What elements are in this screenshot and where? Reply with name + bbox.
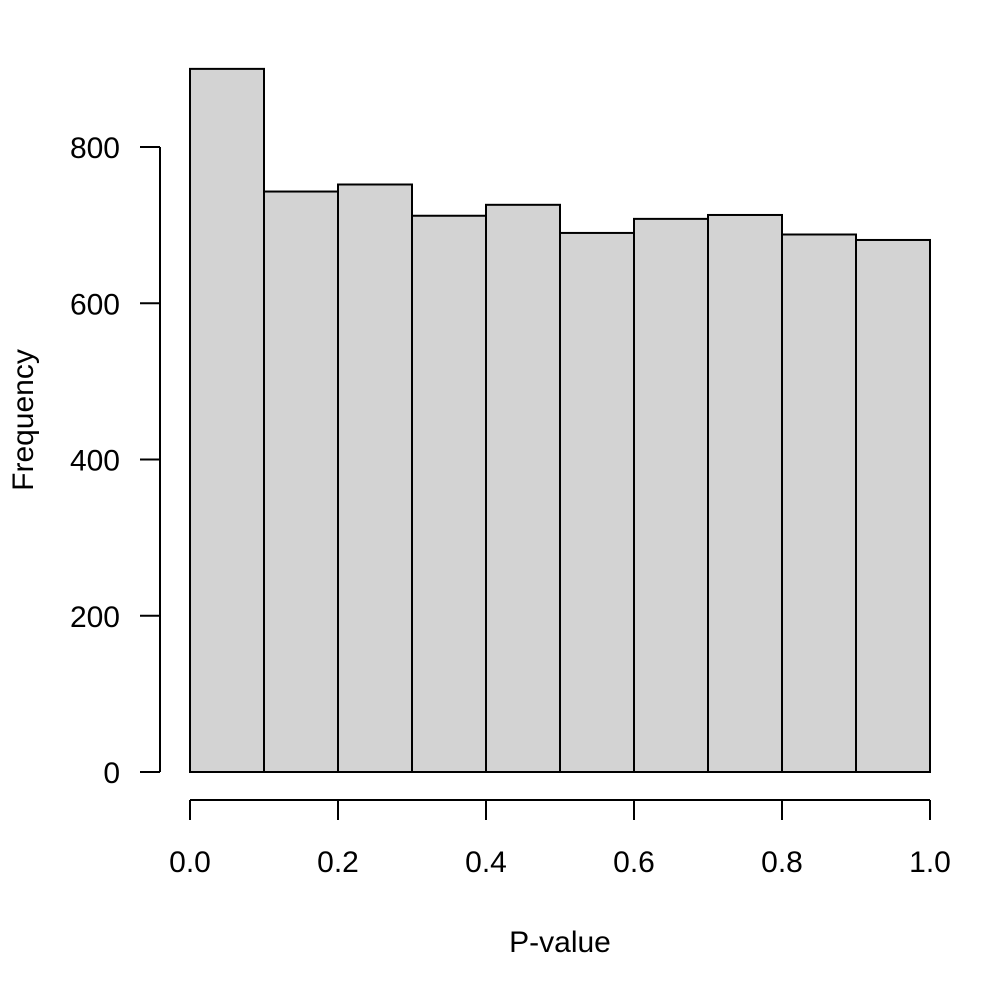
x-tick-label-0: 0.0: [169, 846, 211, 879]
histogram-bar-1: [263, 190, 339, 773]
x-axis: 0.0 0.2 0.4 0.6 0.8 1.0: [169, 799, 951, 879]
histogram-bar-9: [855, 238, 931, 773]
y-tick-label-2: 400: [70, 445, 120, 478]
y-tick-label-4: 800: [70, 132, 120, 165]
x-tick-label-3: 0.6: [613, 846, 655, 879]
histogram-bar-8: [781, 233, 857, 773]
histogram-bar-5: [559, 231, 635, 773]
histogram-bar-0: [189, 67, 265, 773]
histogram-bar-3: [411, 214, 487, 773]
y-tick-label-3: 600: [70, 288, 120, 321]
x-tick-label-1: 0.2: [317, 846, 359, 879]
y-axis-title: Frequency: [7, 349, 40, 491]
histogram-bar-4: [485, 203, 561, 773]
x-axis-title: P-value: [509, 926, 611, 959]
histogram-bar-6: [633, 217, 709, 773]
histogram-bar-2: [337, 183, 413, 773]
x-tick-label-5: 1.0: [909, 846, 951, 879]
y-axis: 0 200 400 600 800: [70, 132, 161, 790]
y-tick-label-1: 200: [70, 601, 120, 634]
y-tick-label-0: 0: [103, 757, 120, 790]
x-tick-label-4: 0.8: [761, 846, 803, 879]
x-tick-label-2: 0.4: [465, 846, 507, 879]
bars-group: [189, 67, 931, 773]
histogram-bar-7: [707, 213, 783, 773]
